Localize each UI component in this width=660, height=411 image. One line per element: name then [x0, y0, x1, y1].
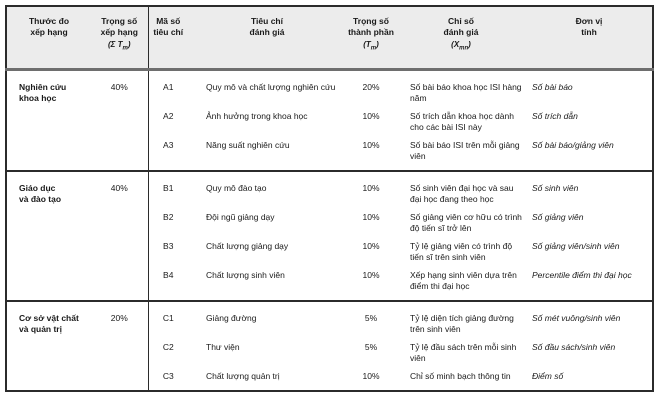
measure-name: Nghiên cứu khoa học — [19, 81, 67, 103]
indicator-text: Số bài báo khoa học ISI hàng năm — [410, 81, 522, 103]
header-criteria-label: Tiêu chí đánh giá — [249, 16, 285, 37]
header-rank-weight-label: Trọng số xếp hạng — [100, 16, 138, 37]
criterion-label: Quy mô đào tạo — [206, 182, 267, 193]
unit-text: Điểm số — [532, 370, 564, 381]
criterion-code: C3 — [162, 370, 174, 381]
header-unit-label: Đơn vị tính — [575, 16, 603, 37]
measure-name: Giáo dục và đào tạo — [19, 182, 62, 204]
table-row: Nghiên cứu khoa học 40% A1 Quy mô và chấ… — [6, 69, 653, 171]
table-row: B2 Đội ngũ giảng dạy 10% Số giảng viên c… — [6, 208, 653, 237]
measure-name: Cơ sở vật chất và quản trị — [19, 312, 79, 334]
criterion-code: C2 — [162, 341, 174, 352]
indicator-text: Tỷ lệ diện tích giảng đường trên sinh vi… — [410, 312, 514, 334]
component-weight: 10% — [362, 240, 380, 251]
criterion-label: Chất lượng giảng dạy — [206, 240, 289, 251]
component-weight: 20% — [362, 81, 380, 92]
component-weight: 10% — [362, 139, 380, 150]
header-indicator-label: Chỉ số đánh giá — [443, 16, 479, 37]
unit-text: Số giảng viên/sinh viên — [532, 240, 620, 251]
indicator-text: Số sinh viên đại học và sau đại học đang… — [410, 182, 514, 204]
table-row: A3 Năng suất nghiên cứu 10% Số bài báo I… — [6, 136, 653, 171]
criterion-code: A2 — [163, 110, 174, 121]
component-weight: 10% — [362, 182, 380, 193]
criterion-code: B3 — [163, 240, 174, 251]
measure-weight: 40% — [91, 69, 149, 171]
table-row: C3 Chất lượng quản trị 10% Chỉ số minh b… — [6, 367, 653, 391]
criterion-label: Chất lượng sinh viên — [206, 269, 285, 280]
unit-text: Số bài báo — [532, 81, 573, 92]
component-weight: 10% — [362, 110, 380, 121]
unit-text: Percentile điểm thi đại học — [532, 269, 632, 280]
table-row: B4 Chất lượng sinh viên 10% Xếp hạng sin… — [6, 266, 653, 301]
criterion-code: A3 — [163, 139, 174, 150]
indicator-text: Tỷ lệ giảng viên có trình độ tiến sĩ trê… — [410, 240, 513, 262]
table-row: Cơ sở vật chất và quản trị 20% C1 Giảng … — [6, 300, 653, 391]
header-rank-weight-formula: (Σ Tm) — [107, 40, 131, 52]
table-row: B3 Chất lượng giảng dạy 10% Tỷ lệ giảng … — [6, 237, 653, 266]
unit-text: Số bài báo/giảng viên — [532, 139, 614, 150]
unit-text: Số trích dẫn — [532, 110, 578, 121]
criterion-label: Quy mô và chất lượng nghiên cứu — [206, 81, 336, 92]
header-rank-weight: Trọng số xếp hạng (Σ Tm) — [91, 6, 149, 71]
header-measure-label: Thước đo xếp hạng — [28, 16, 70, 37]
indicator-text: Số bài báo ISI trên mỗi giảng viên — [410, 139, 520, 161]
criterion-label: Đội ngũ giảng dạy — [206, 211, 275, 222]
criterion-code: A1 — [163, 81, 174, 92]
indicator-text: Chỉ số minh bạch thông tin — [410, 370, 511, 381]
unit-text: Số sinh viên — [532, 182, 579, 193]
indicator-text: Số giảng viên cơ hữu có trình độ tiến sĩ… — [410, 211, 522, 233]
unit-text: Số mét vuông/sinh viên — [532, 312, 621, 323]
unit-text: Số giảng viên — [532, 211, 584, 222]
criterion-code: B2 — [163, 211, 174, 222]
criterion-label: Thư viện — [206, 341, 240, 352]
measure-weight: 40% — [91, 170, 149, 301]
table-row: A2 Ảnh hưởng trong khoa học 10% Số trích… — [6, 107, 653, 136]
component-weight: 10% — [362, 211, 380, 222]
table-row: Giáo dục và đào tạo 40% B1 Quy mô đào tạ… — [6, 170, 653, 301]
unit-text: Số đầu sách/sinh viên — [532, 341, 616, 352]
header-code-label: Mã số tiêu chí — [153, 16, 184, 37]
criterion-code: C1 — [162, 312, 174, 323]
header-component-weight: Trọng số thành phần (Tm) — [346, 6, 396, 71]
criterion-label: Chất lượng quản trị — [206, 370, 280, 381]
indicator-text: Số trích dẫn khoa học dành cho các bài I… — [410, 110, 514, 132]
section-education: Giáo dục và đào tạo 40% B1 Quy mô đào tạ… — [6, 170, 653, 301]
header-indicator-formula: (Xmn) — [451, 40, 471, 52]
ranking-criteria-table: Thước đo xếp hạng Trọng số xếp hạng (Σ T… — [5, 5, 654, 392]
criterion-label: Ảnh hưởng trong khoa học — [206, 110, 308, 121]
indicator-text: Xếp hạng sinh viên dựa trên điểm thi đại… — [410, 269, 517, 291]
component-weight: 5% — [364, 312, 378, 323]
header-measure: Thước đo xếp hạng — [6, 6, 91, 71]
measure-weight: 20% — [91, 300, 149, 391]
criterion-code: B1 — [163, 182, 174, 193]
table-header: Thước đo xếp hạng Trọng số xếp hạng (Σ T… — [6, 6, 653, 71]
table-row: C2 Thư viện 5% Tỷ lệ đầu sách trên mỗi s… — [6, 338, 653, 367]
criterion-code: B4 — [163, 269, 174, 280]
indicator-text: Tỷ lệ đầu sách trên mỗi sinh viên — [410, 341, 517, 363]
page: Thước đo xếp hạng Trọng số xếp hạng (Σ T… — [0, 5, 660, 411]
header-component-weight-label: Trọng số thành phần — [348, 16, 394, 37]
header-code: Mã số tiêu chí — [148, 6, 188, 71]
section-facilities: Cơ sở vật chất và quản trị 20% C1 Giảng … — [6, 300, 653, 391]
criterion-label: Năng suất nghiên cứu — [206, 139, 290, 150]
header-unit: Đơn vị tính — [526, 6, 653, 71]
header-indicator: Chỉ số đánh giá (Xmn) — [396, 6, 526, 71]
component-weight: 5% — [364, 341, 378, 352]
criterion-label: Giảng đường — [206, 312, 257, 323]
component-weight: 10% — [362, 269, 380, 280]
component-weight: 10% — [362, 370, 380, 381]
section-research: Nghiên cứu khoa học 40% A1 Quy mô và chấ… — [6, 69, 653, 171]
header-criteria: Tiêu chí đánh giá — [188, 6, 346, 71]
header-component-weight-formula: (Tm) — [363, 40, 379, 52]
